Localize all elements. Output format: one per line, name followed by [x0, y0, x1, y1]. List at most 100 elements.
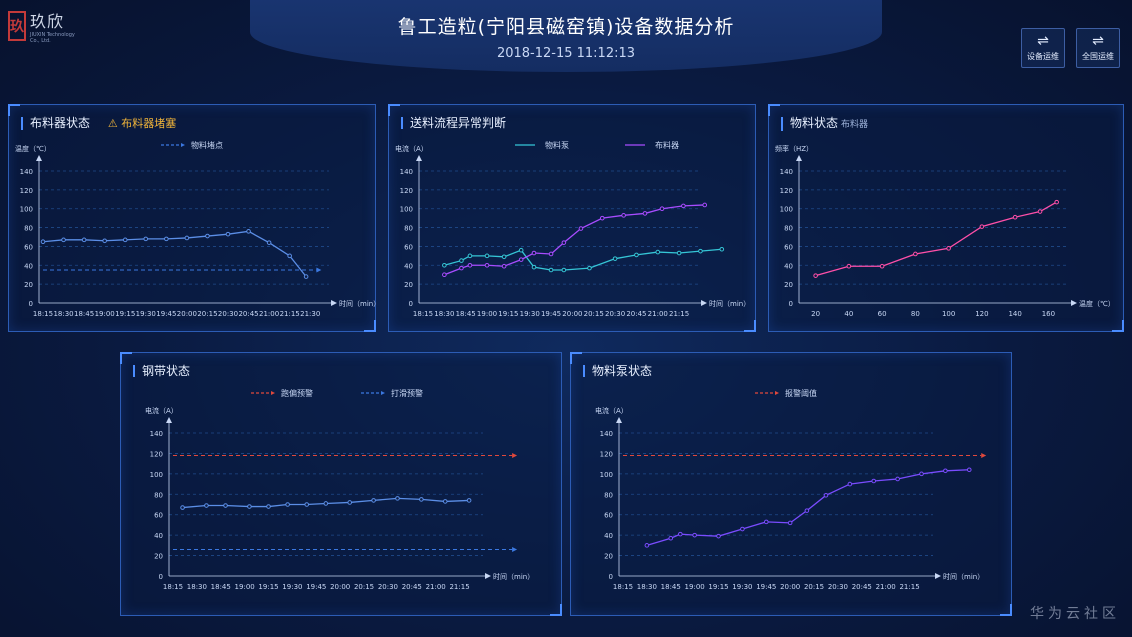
x-axis-arrow-icon — [331, 300, 337, 306]
data-point — [304, 502, 310, 507]
x-tick-label: 19:45 — [156, 310, 176, 318]
device-ops-button[interactable]: ⇌ 设备运维 — [1021, 28, 1065, 68]
x-tick-label: 140 — [1008, 310, 1021, 318]
company-logo: 玖 玖欣 JIUXIN Technology Co., Ltd. — [8, 8, 78, 44]
y-axis-arrow-icon — [616, 417, 622, 423]
data-point — [303, 274, 309, 279]
material-subtitle: 布料器 — [841, 120, 869, 130]
x-tick-label: 19:45 — [756, 583, 776, 591]
y-axis-arrow-icon — [796, 155, 802, 161]
series-line — [646, 469, 970, 546]
x-tick-label: 21:15 — [449, 583, 469, 591]
feeding-chart: 18:15 18:30 18:45 19:00 19:15 19:30 19:45 20:00… — [395, 140, 750, 318]
x-tick-label: 19:15 — [258, 583, 278, 591]
legend-label: 打滑预警 — [391, 388, 423, 398]
data-point — [548, 251, 554, 257]
data-point — [719, 246, 725, 252]
data-point — [1012, 214, 1018, 220]
x-tick-label: 18:15 — [33, 310, 53, 318]
data-point — [847, 481, 853, 487]
y-tick-label: 80 — [154, 491, 163, 499]
x-axis-label: 时间（min） — [943, 572, 984, 581]
y-tick-label: 80 — [404, 225, 413, 233]
panel-title: 布料器状态 ⚠ 布料器堵塞 — [21, 117, 176, 130]
distributor-chart: 18:15 18:30 18:45 19:00 19:15 19:30 19:45 20:00… — [15, 140, 380, 318]
data-point — [787, 520, 793, 526]
y-tick-label: 60 — [24, 243, 33, 251]
feeding-title: 送料流程异常判断 — [410, 116, 507, 130]
data-point — [225, 231, 231, 237]
y-tick-label: 40 — [604, 532, 613, 540]
data-point — [548, 267, 554, 273]
panel-title: 钢带状态 — [133, 365, 190, 377]
x-tick-label: 20 — [811, 310, 820, 318]
x-tick-label: 19:15 — [115, 310, 135, 318]
data-point — [395, 496, 400, 501]
legend-arrow-icon — [271, 391, 275, 395]
data-point — [561, 267, 567, 273]
x-axis-label: 时间（min） — [709, 299, 750, 308]
series-line — [815, 201, 1058, 277]
data-point — [946, 246, 951, 251]
x-tick-label: 20:45 — [238, 310, 258, 318]
x-tick-label: 19:00 — [95, 310, 115, 318]
distributor-title: 布料器状态 — [30, 116, 91, 130]
data-point — [531, 250, 537, 256]
series-arrow-icon — [316, 267, 322, 273]
data-point — [634, 252, 639, 258]
y-tick-label: 0 — [789, 300, 793, 308]
data-point — [467, 253, 473, 259]
feeding-panel: 送料流程异常判断 18:15 18:30 18:45 19:00 19:15 19:30 1… — [388, 104, 756, 332]
swap-icon: ⇌ — [1092, 33, 1104, 49]
data-point — [716, 533, 721, 539]
y-tick-label: 140 — [600, 430, 613, 438]
data-point — [484, 253, 490, 259]
x-tick-label: 20:15 — [197, 310, 217, 318]
y-axis-label: 频率（HZ） — [775, 144, 813, 153]
data-point — [979, 224, 985, 229]
x-tick-label: 18:30 — [53, 310, 73, 318]
data-point — [180, 505, 185, 510]
pump-chart: 18:15 18:30 18:45 19:00 19:15 19:30 19:45 20:00… — [595, 388, 987, 591]
data-point — [501, 254, 507, 260]
x-tick-label: 19:00 — [685, 583, 705, 591]
x-tick-label: 20:45 — [626, 310, 646, 318]
y-tick-label: 20 — [154, 553, 163, 561]
x-tick-label: 18:45 — [74, 310, 94, 318]
data-point — [1037, 209, 1043, 214]
x-tick-label: 18:45 — [456, 310, 476, 318]
series-arrow-icon — [512, 452, 518, 458]
data-point — [678, 531, 683, 537]
y-tick-label: 100 — [150, 471, 163, 479]
data-point — [1054, 199, 1059, 205]
data-point — [459, 258, 464, 263]
belt-panel: 钢带状态 18:15 18:30 18:45 19:00 19:15 19:30 19:45… — [120, 352, 562, 616]
data-point — [644, 543, 650, 548]
data-point — [81, 237, 87, 243]
y-tick-label: 40 — [154, 532, 163, 540]
y-tick-label: 140 — [780, 168, 793, 176]
data-point — [40, 239, 46, 245]
data-point — [879, 263, 885, 269]
data-point — [919, 471, 924, 477]
material-panel: 物料状态 布料器 20 40 60 80 100 120 140 160 0 20 40 60 80 100… — [768, 104, 1124, 332]
data-point — [561, 240, 567, 245]
data-point — [419, 497, 424, 502]
x-tick-label: 21:15 — [669, 310, 689, 318]
x-tick-label: 21:00 — [648, 310, 668, 318]
data-point — [459, 265, 464, 271]
national-ops-button[interactable]: ⇌ 全国运维 — [1076, 28, 1120, 68]
data-point — [442, 262, 447, 268]
legend-label: 物料堵点 — [191, 140, 223, 150]
legend-arrow-icon — [381, 391, 385, 395]
y-tick-label: 100 — [20, 206, 33, 214]
x-tick-label: 20:00 — [330, 583, 350, 591]
series-line — [42, 230, 307, 278]
x-tick-label: 19:45 — [306, 583, 326, 591]
x-axis-arrow-icon — [485, 573, 491, 579]
legend-label: 布料器 — [655, 140, 679, 150]
y-tick-label: 40 — [24, 262, 33, 270]
national-ops-label: 全国运维 — [1082, 52, 1114, 61]
x-tick-label: 20:00 — [177, 310, 197, 318]
y-tick-label: 60 — [404, 243, 413, 251]
